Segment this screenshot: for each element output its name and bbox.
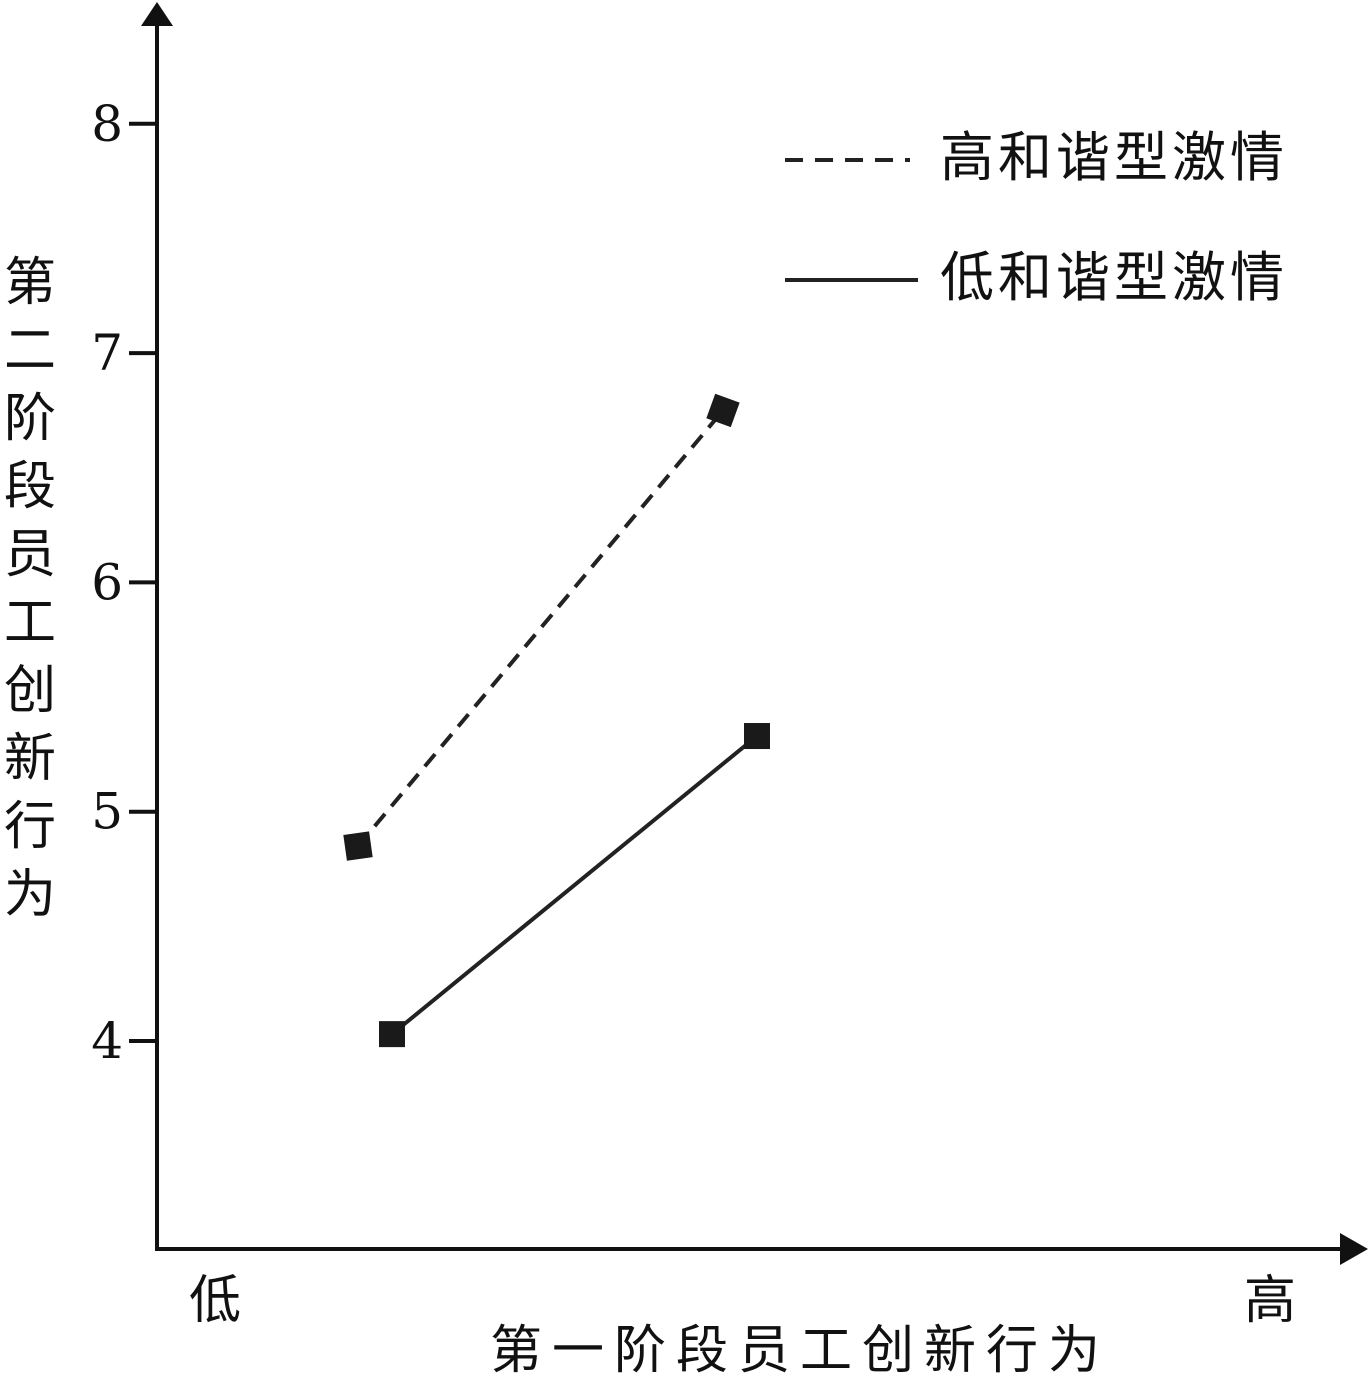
x-category-label-0: 低 — [189, 1271, 241, 1331]
y-tick-label-4: 4 — [91, 1012, 123, 1070]
series-layer — [343, 393, 770, 1048]
legend-label-high: 高和谐型激情 — [940, 126, 1288, 189]
y-tick-label-6: 6 — [91, 553, 123, 611]
y-axis-title: 第二阶段员工创新行为 — [4, 253, 56, 925]
series-line-0 — [356, 409, 725, 848]
series-0-point-0 — [343, 831, 373, 861]
y-ticks: 4 5 6 7 8 — [91, 95, 157, 1070]
category-labels: 低高 — [189, 1271, 1296, 1331]
legend-label-low: 低和谐型激情 — [940, 246, 1288, 309]
series-line-1 — [390, 734, 759, 1036]
y-tick-label-5: 5 — [91, 783, 123, 841]
axes — [141, 2, 1368, 1265]
x-category-label-1: 高 — [1244, 1271, 1296, 1331]
y-tick-label-8: 8 — [91, 95, 123, 153]
x-axis-title: 第一阶段员工创新行为 — [490, 1321, 1110, 1376]
y-axis-arrow-icon — [141, 2, 173, 26]
series-1-point-0 — [379, 1021, 405, 1048]
series-1-point-1 — [744, 723, 770, 750]
y-tick-label-7: 7 — [91, 324, 123, 382]
series-0-point-1 — [706, 393, 740, 428]
legend: 高和谐型激情 低和谐型激情 — [785, 126, 1288, 309]
x-axis-arrow-icon — [1340, 1233, 1368, 1265]
